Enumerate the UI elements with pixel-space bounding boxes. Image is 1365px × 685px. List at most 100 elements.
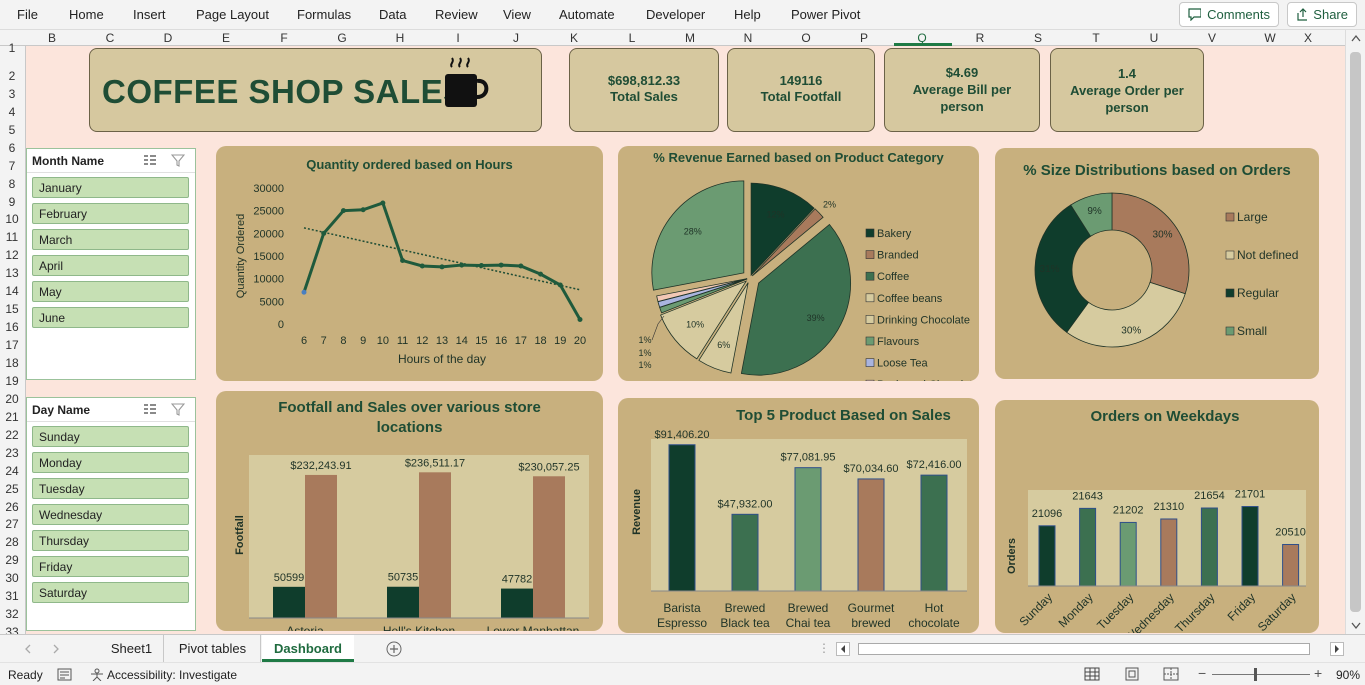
row-header[interactable]: 15 (5, 302, 19, 317)
page-break-view-icon[interactable] (1163, 667, 1179, 681)
column-header[interactable]: H (395, 31, 405, 45)
row-header[interactable]: 12 (5, 248, 19, 263)
row-header[interactable]: 29 (5, 553, 19, 568)
hscroll-right-icon[interactable] (1330, 642, 1344, 656)
row-header[interactable]: 32 (5, 607, 19, 622)
row-header[interactable]: 26 (5, 499, 19, 514)
accessibility-icon[interactable] (90, 668, 104, 681)
slicer-item[interactable]: Friday (32, 556, 189, 577)
zoom-out-button[interactable]: − (1198, 665, 1207, 681)
column-header[interactable]: M (685, 31, 695, 45)
menu-insert[interactable]: Insert (133, 7, 166, 22)
menu-view[interactable]: View (503, 7, 531, 22)
menu-data[interactable]: Data (379, 7, 407, 22)
column-header[interactable]: X (1303, 31, 1312, 45)
row-header[interactable]: 1 (8, 41, 16, 55)
column-header[interactable]: K (569, 31, 578, 45)
menu-home[interactable]: Home (69, 7, 104, 22)
vertical-scrollbar[interactable] (1345, 30, 1365, 634)
tab-dashboard[interactable]: Dashboard (262, 635, 354, 662)
cell-mode-icon[interactable] (57, 668, 72, 681)
slicer-item[interactable]: January (32, 177, 189, 198)
column-header[interactable]: G (337, 31, 347, 45)
more-options-icon[interactable]: ⋮ (818, 641, 830, 655)
row-header[interactable]: 18 (5, 355, 19, 370)
row-header[interactable]: 19 (5, 373, 19, 388)
row-header[interactable]: 8 (8, 176, 16, 191)
row-header[interactable]: 17 (5, 338, 19, 353)
column-header[interactable]: N (743, 31, 753, 45)
slicer-item[interactable]: Thursday (32, 530, 189, 551)
menu-power-pivot[interactable]: Power Pivot (791, 7, 861, 22)
tab-scroll-right-icon[interactable] (52, 644, 60, 654)
comments-button[interactable]: Comments (1179, 2, 1279, 27)
slicer-item[interactable]: April (32, 255, 189, 276)
column-header[interactable]: O (801, 31, 811, 45)
row-header[interactable]: 11 (5, 230, 19, 245)
zoom-in-button[interactable]: + (1314, 665, 1323, 681)
slicer-item[interactable]: February (32, 203, 189, 224)
column-header[interactable]: W (1264, 31, 1276, 45)
column-header[interactable]: Q (917, 31, 927, 45)
tab-pivot-tables[interactable]: Pivot tables (165, 635, 261, 662)
row-header[interactable]: 3 (8, 86, 16, 101)
column-header[interactable]: V (1207, 31, 1216, 45)
column-header[interactable]: S (1033, 31, 1042, 45)
row-header[interactable]: 13 (5, 266, 19, 281)
column-header[interactable]: B (47, 31, 56, 45)
menu-file[interactable]: File (17, 7, 38, 22)
column-header[interactable]: D (163, 31, 173, 45)
row-header[interactable]: 4 (8, 104, 16, 119)
tab-sheet1[interactable]: Sheet1 (100, 635, 164, 662)
row-header[interactable]: 9 (8, 194, 16, 209)
slicer-item[interactable]: June (32, 307, 189, 328)
column-header[interactable]: I (456, 31, 460, 45)
hscroll-left-icon[interactable] (836, 642, 850, 656)
row-header[interactable]: 2 (8, 68, 16, 83)
menu-help[interactable]: Help (734, 7, 761, 22)
menu-developer[interactable]: Developer (646, 7, 706, 22)
row-header[interactable]: 7 (8, 158, 16, 173)
column-header[interactable]: C (105, 31, 115, 45)
row-header[interactable]: 20 (5, 391, 19, 406)
normal-view-icon[interactable] (1084, 667, 1100, 681)
clear-filter-icon[interactable] (171, 154, 185, 167)
column-header[interactable]: F (280, 31, 288, 45)
slicer-item[interactable]: Saturday (32, 582, 189, 603)
menu-page-layout[interactable]: Page Layout (196, 7, 270, 22)
menu-automate[interactable]: Automate (559, 7, 615, 22)
zoom-slider[interactable] (1212, 674, 1310, 675)
row-header[interactable]: 14 (5, 284, 19, 299)
add-sheet-icon[interactable] (386, 641, 402, 657)
row-header[interactable]: 30 (5, 571, 19, 586)
column-header[interactable]: T (1092, 31, 1100, 45)
row-header[interactable]: 31 (5, 589, 19, 604)
row-header[interactable]: 25 (5, 481, 19, 496)
slicer-item[interactable]: May (32, 281, 189, 302)
row-header[interactable]: 16 (5, 320, 19, 335)
column-header[interactable]: R (975, 31, 985, 45)
row-header[interactable]: 22 (5, 427, 19, 442)
accessibility-status[interactable]: Accessibility: Investigate (107, 668, 238, 682)
menu-review[interactable]: Review (435, 7, 478, 22)
row-header[interactable]: 24 (5, 463, 19, 478)
share-button[interactable]: Share (1287, 2, 1357, 27)
scroll-up-icon[interactable] (1351, 34, 1361, 42)
row-header[interactable]: 23 (5, 445, 19, 460)
menu-formulas[interactable]: Formulas (297, 7, 352, 22)
slicer-item[interactable]: March (32, 229, 189, 250)
row-header[interactable]: 21 (5, 409, 19, 424)
page-layout-view-icon[interactable] (1124, 667, 1140, 681)
column-header[interactable]: J (513, 31, 519, 45)
row-header[interactable]: 10 (5, 212, 19, 227)
column-header[interactable]: U (1149, 31, 1159, 45)
clear-filter-icon[interactable] (171, 403, 185, 416)
row-header[interactable]: 27 (5, 517, 19, 532)
column-header[interactable]: L (628, 31, 636, 45)
slicer-item[interactable]: Monday (32, 452, 189, 473)
multi-select-icon[interactable] (143, 403, 157, 416)
row-header[interactable]: 28 (5, 535, 19, 550)
slicer-item[interactable]: Wednesday (32, 504, 189, 525)
horizontal-scrollbar[interactable] (858, 643, 1310, 655)
multi-select-icon[interactable] (143, 154, 157, 167)
